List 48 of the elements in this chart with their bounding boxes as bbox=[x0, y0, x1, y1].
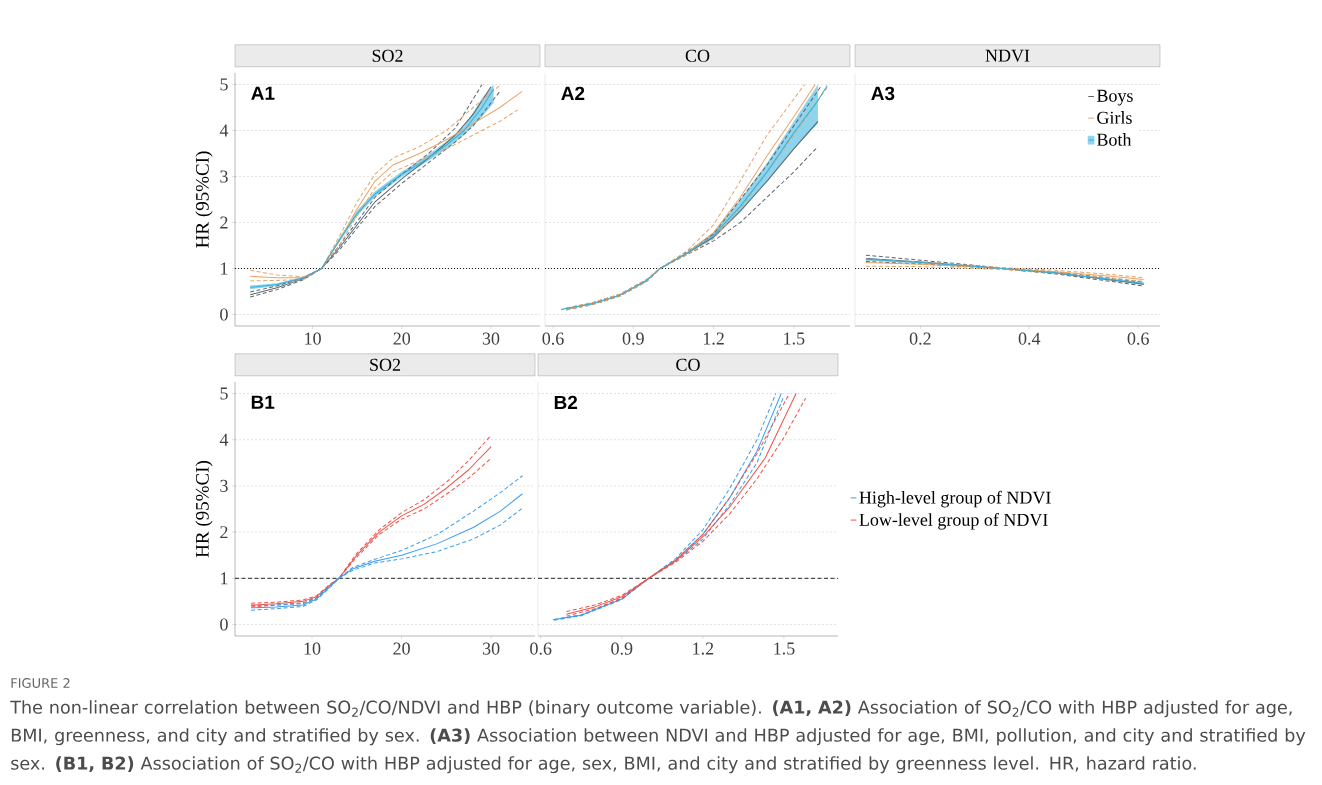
y-tick-label: 2 bbox=[220, 216, 228, 229]
x-tick-label: 30 bbox=[482, 332, 500, 345]
annotation: B1 bbox=[251, 395, 275, 409]
x-tick-label: 0.6 bbox=[530, 642, 552, 655]
y-tick-label: 2 bbox=[220, 526, 228, 539]
x-tick-label: 1.5 bbox=[784, 332, 805, 345]
y-tick-label: 0 bbox=[220, 618, 228, 631]
x-tick-label: 10 bbox=[304, 642, 321, 655]
legend-label: Boys bbox=[1096, 89, 1133, 106]
legend-label: Girls bbox=[1097, 111, 1132, 124]
y-tick-label: 3 bbox=[220, 170, 228, 183]
chart-title: SO2 bbox=[370, 358, 401, 371]
annotation: A2 bbox=[561, 86, 585, 100]
x-tick-label: 10 bbox=[305, 332, 321, 345]
chart-title: NDVI bbox=[985, 49, 1030, 62]
x-tick-label: 0.9 bbox=[611, 642, 633, 655]
x-tick-label: 30 bbox=[482, 642, 500, 655]
x-tick-label: 1.2 bbox=[703, 332, 724, 345]
legend-label: Low-level group of NDVI bbox=[859, 513, 1048, 530]
chart-title: CO bbox=[676, 358, 700, 371]
text: The non-linear correlation between SO$_{2}$/CO/NDVI and HBP (binary outcome variable). (A1, A2) Association of SO$_{2}$/CO with HBP adjusted for age, BMI, greenness, and city and stratified by sex. (A3) Association between NDVI and HBP adjusted for age, BMI, pollution, and city and stratified by sex. (B1, B2) Association of SO$_{2}$/CO with HBP adjusted for age, sex, BMI, and city and stratified by greenness level. HR, hazard ratio. bbox=[10, 700, 1306, 774]
y-axis-title: HR (95%CI) bbox=[195, 151, 213, 248]
caption: FIGURE 2 bbox=[11, 678, 70, 688]
y-tick-label: 4 bbox=[219, 124, 229, 137]
x-tick-label: 0.6 bbox=[542, 332, 564, 345]
y-tick-label: 5 bbox=[220, 78, 228, 91]
y-tick-label: 1 bbox=[221, 572, 228, 585]
annotation: A1 bbox=[251, 86, 275, 100]
x-tick-label: 20 bbox=[393, 642, 410, 655]
annotation: A3 bbox=[871, 86, 895, 101]
x-tick-label: 0.2 bbox=[909, 332, 931, 345]
y-tick-label: 3 bbox=[220, 479, 228, 492]
x-tick-label: 0.4 bbox=[1018, 332, 1041, 345]
x-tick-label: 0.6 bbox=[1127, 332, 1149, 345]
x-tick-label: 0.9 bbox=[622, 332, 644, 345]
chart-title: CO bbox=[685, 49, 710, 62]
x-tick-label: 20 bbox=[393, 332, 411, 345]
y-tick-label: 0 bbox=[220, 308, 228, 321]
legend-label: Both bbox=[1096, 133, 1132, 146]
y-tick-label: 4 bbox=[219, 433, 229, 446]
annotation: B2 bbox=[554, 395, 578, 409]
y-axis-title: HR (95%CI) bbox=[195, 461, 213, 558]
x-tick-label: 1.2 bbox=[693, 642, 714, 655]
legend-label: High-level group of NDVI bbox=[859, 490, 1051, 508]
x-tick-label: 1.5 bbox=[774, 642, 795, 655]
y-tick-label: 1 bbox=[221, 262, 228, 275]
chart-title: SO2 bbox=[372, 49, 403, 62]
y-tick-label: 5 bbox=[220, 387, 228, 400]
